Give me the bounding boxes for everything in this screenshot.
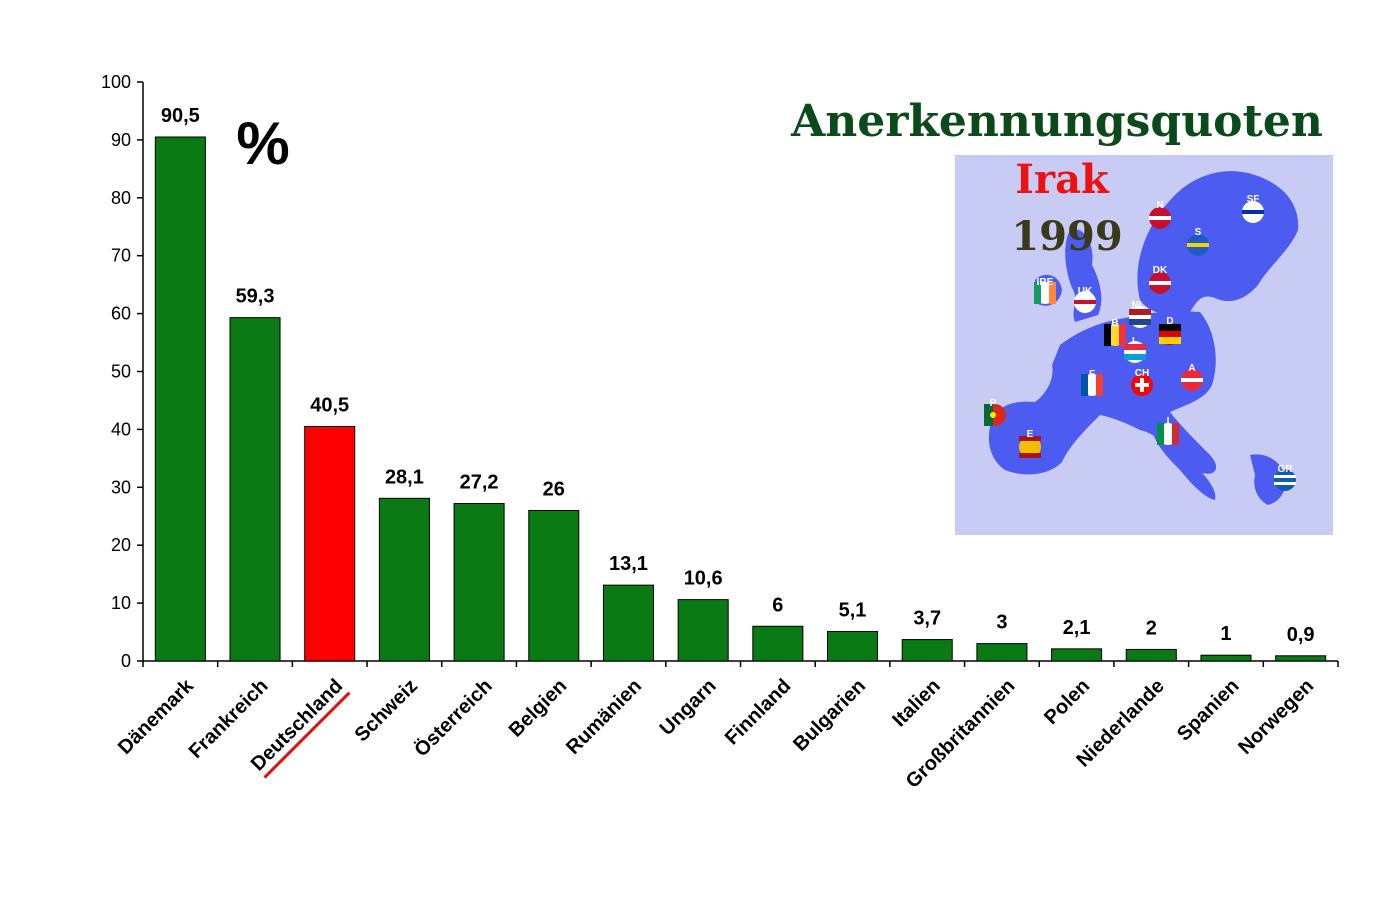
map-country-code: A <box>1188 363 1195 374</box>
bar <box>1200 654 1252 662</box>
bar <box>752 625 804 662</box>
x-tick-label: Norwegen <box>1234 675 1318 759</box>
bars <box>154 136 1327 662</box>
y-tick-label: 30 <box>111 477 131 497</box>
map-country-code: I <box>1167 416 1170 427</box>
data-label: 26 <box>543 478 565 500</box>
bar <box>901 639 953 662</box>
bar <box>677 599 729 662</box>
bar <box>304 426 356 662</box>
map-country-code: DK <box>1153 265 1168 276</box>
x-tick-label: Spanien <box>1173 675 1244 746</box>
bar <box>1275 655 1327 662</box>
data-label: 90,5 <box>161 105 200 127</box>
x-tick-label: Ungarn <box>656 675 721 740</box>
y-tick-label: 50 <box>111 362 131 382</box>
bar <box>453 503 505 662</box>
data-label: 2 <box>1146 617 1157 639</box>
data-label: 27,2 <box>460 472 499 494</box>
data-label: 3 <box>996 612 1007 634</box>
value-labels: 90,5 59,3 40,5 28,1 27,2 26 13,1 10,6 6 5,1 3,7 3 2,… <box>161 105 1315 646</box>
bar <box>1051 648 1103 662</box>
map-country-code: L <box>1132 336 1138 347</box>
x-tick-label: Finnland <box>721 675 795 749</box>
map-country-code: NL <box>1131 300 1144 311</box>
map-country-code: UK <box>1078 286 1093 297</box>
map-country-code: CH <box>1135 368 1149 379</box>
map-country-code: N <box>1156 200 1163 211</box>
x-tick-label: Rumänien <box>562 675 646 759</box>
y-tick-label: 100 <box>101 72 131 92</box>
bar <box>378 497 430 662</box>
data-label: 59,3 <box>236 286 275 308</box>
x-tick-label: Belgien <box>505 675 572 742</box>
chart-subtitle: Irak <box>1015 156 1110 203</box>
bar <box>229 317 281 662</box>
y-axis-ticks: 0 10 20 30 40 50 60 70 80 90 100 <box>101 72 1339 671</box>
map-country-codes: N SF S DK IRE UK NL B L D F CH A P E I GR <box>990 194 1294 475</box>
map-country-code: GR <box>1278 464 1294 475</box>
bar <box>1125 648 1177 662</box>
bar <box>528 509 580 662</box>
data-label: 0,9 <box>1287 624 1315 646</box>
x-tick-label: Schweiz <box>351 675 422 746</box>
map-country-code: SF <box>1247 194 1260 205</box>
highlight-underline <box>263 691 351 779</box>
europe-map: N SF S DK IRE UK NL B L D F CH A P E I GR <box>955 155 1333 535</box>
x-tick-label: Bulgarien <box>789 675 870 756</box>
x-tick-label: Polen <box>1040 675 1094 729</box>
data-label: 1 <box>1220 623 1231 645</box>
data-label: 6 <box>772 594 783 616</box>
map-country-code: IRE <box>1037 277 1054 288</box>
bar <box>976 643 1028 662</box>
chart-year: 1999 <box>1011 213 1122 260</box>
map-country-code: E <box>1027 429 1034 440</box>
x-tick-label: Italien <box>888 675 944 731</box>
map-country-code: D <box>1166 316 1173 327</box>
y-tick-label: 70 <box>111 246 131 266</box>
bar <box>602 584 654 662</box>
map-country-code: S <box>1195 227 1202 238</box>
y-tick-label: 20 <box>111 535 131 555</box>
y-tick-label: 40 <box>111 419 131 439</box>
map-flags <box>984 201 1296 491</box>
data-label: 3,7 <box>913 608 941 630</box>
data-label: 13,1 <box>609 553 648 575</box>
y-tick-label: 80 <box>111 188 131 208</box>
x-tick-label: Österreich <box>410 674 497 761</box>
map-country-code: P <box>990 398 997 409</box>
data-label: 5,1 <box>839 599 867 621</box>
y-tick-label: 10 <box>111 593 131 613</box>
unit-label: % <box>236 110 289 177</box>
y-tick-label: 0 <box>121 651 131 671</box>
y-tick-label: 90 <box>111 130 131 150</box>
data-label: 28,1 <box>385 466 424 488</box>
map-country-code: F <box>1089 369 1095 380</box>
chart-title: Anerkennungsquoten <box>790 96 1323 147</box>
bar <box>827 630 879 662</box>
data-label: 40,5 <box>310 395 349 417</box>
data-label: 2,1 <box>1063 617 1091 639</box>
bar <box>154 136 206 662</box>
y-tick-label: 60 <box>111 304 131 324</box>
data-label: 10,6 <box>684 568 723 590</box>
map-country-code: B <box>1111 318 1118 329</box>
